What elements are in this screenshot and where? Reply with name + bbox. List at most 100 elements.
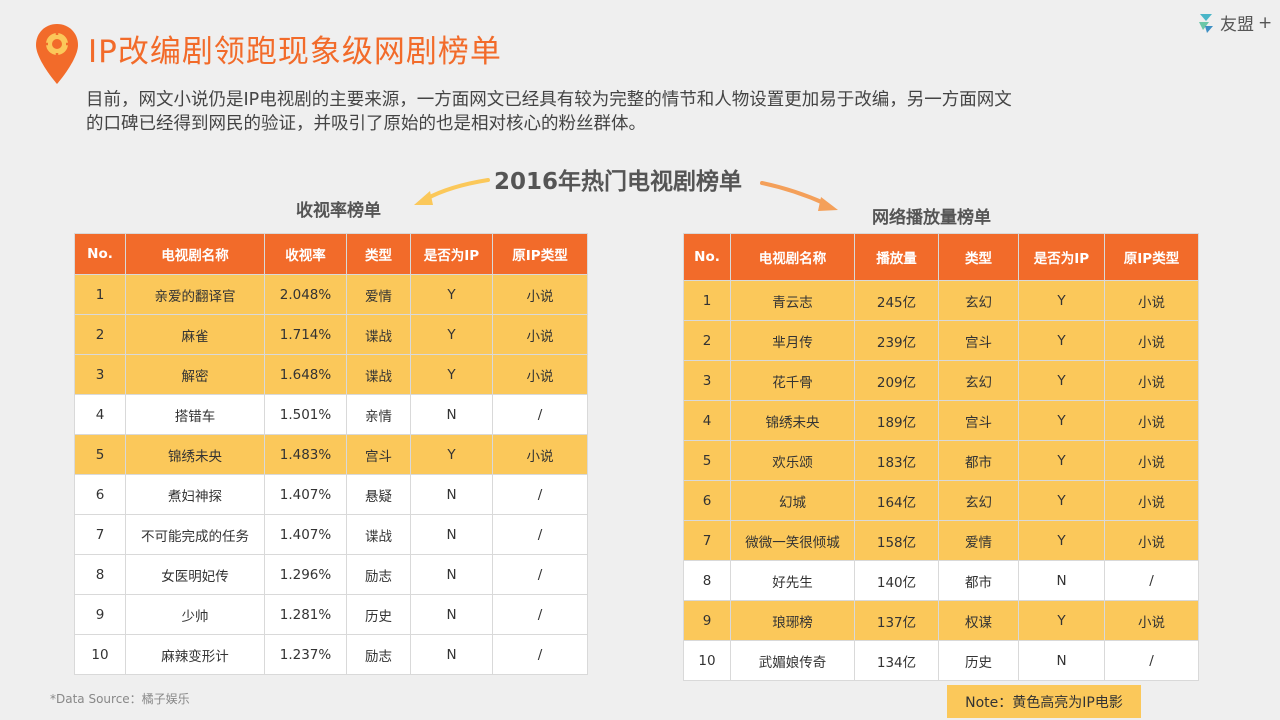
arrow-right-icon [760, 181, 838, 211]
cell-genre: 都市 [938, 440, 1019, 481]
cell-value: 189亿 [854, 400, 939, 441]
cell-value: 1.648% [264, 354, 347, 395]
cell-rank: 6 [683, 480, 731, 521]
cell-value: 158亿 [854, 520, 939, 561]
cell-ip-type: 小说 [1104, 400, 1199, 441]
cell-title: 煮妇神探 [125, 474, 265, 515]
cell-ip-type: / [492, 634, 588, 675]
cell-genre: 历史 [346, 594, 411, 635]
cell-genre: 悬疑 [346, 474, 411, 515]
cell-is-ip: N [410, 474, 493, 515]
cell-genre: 都市 [938, 560, 1019, 601]
cell-ip-type: / [1104, 640, 1199, 681]
cell-genre: 励志 [346, 634, 411, 675]
cell-rank: 8 [683, 560, 731, 601]
cell-rank: 2 [74, 314, 126, 355]
cell-ip-type: / [1104, 560, 1199, 601]
views-table: No. 电视剧名称 播放量 类型 是否为IP 原IP类型 1 青云志 245亿 玄幻 Y… [683, 233, 1199, 681]
cell-title: 解密 [125, 354, 265, 395]
cell-rank: 8 [74, 554, 126, 595]
cell-value: 137亿 [854, 600, 939, 641]
cell-rank: 1 [683, 280, 731, 321]
cell-ip-type: / [492, 554, 588, 595]
cell-rank: 3 [683, 360, 731, 401]
table-row: 3 花千骨 209亿 玄幻 Y 小说 [683, 360, 1199, 401]
col-header: 是否为IP [1018, 233, 1105, 281]
cell-rank: 9 [683, 600, 731, 641]
cell-is-ip: N [410, 634, 493, 675]
cell-ip-type: 小说 [1104, 440, 1199, 481]
cell-value: 1.501% [264, 394, 347, 435]
cell-value: 245亿 [854, 280, 939, 321]
cell-is-ip: Y [1018, 280, 1105, 321]
table-row: 1 青云志 245亿 玄幻 Y 小说 [683, 280, 1199, 321]
col-header: 电视剧名称 [730, 233, 855, 281]
col-header: 收视率 [264, 233, 347, 275]
cell-ip-type: / [492, 474, 588, 515]
page-title: IP改编剧领跑现象级网剧榜单 [88, 34, 502, 70]
cell-is-ip: N [410, 514, 493, 555]
table-row: 7 不可能完成的任务 1.407% 谍战 N / [74, 514, 588, 555]
cell-genre: 谍战 [346, 354, 411, 395]
cell-rank: 1 [74, 274, 126, 315]
umeng-logo-icon [1199, 13, 1213, 33]
cell-genre: 谍战 [346, 314, 411, 355]
table-row: 5 锦绣未央 1.483% 宫斗 Y 小说 [74, 434, 588, 475]
table-row: 10 麻辣变形计 1.237% 励志 N / [74, 634, 588, 675]
left-table-title: 收视率榜单 [296, 201, 381, 221]
cell-genre: 爱情 [346, 274, 411, 315]
cell-value: 209亿 [854, 360, 939, 401]
cell-ip-type: / [492, 594, 588, 635]
table-row: 1 亲爱的翻译官 2.048% 爱情 Y 小说 [74, 274, 588, 315]
cell-title: 欢乐颂 [730, 440, 855, 481]
cell-is-ip: Y [1018, 320, 1105, 361]
cell-title: 微微一笑很倾城 [730, 520, 855, 561]
cell-is-ip: N [1018, 640, 1105, 681]
col-header: 播放量 [854, 233, 939, 281]
cell-is-ip: Y [410, 434, 493, 475]
ratings-table: No. 电视剧名称 收视率 类型 是否为IP 原IP类型 1 亲爱的翻译官 2.04… [74, 233, 588, 675]
cell-rank: 6 [74, 474, 126, 515]
cell-is-ip: N [410, 394, 493, 435]
table-row: 8 好先生 140亿 都市 N / [683, 560, 1199, 601]
cell-is-ip: Y [410, 354, 493, 395]
table-row: 9 少帅 1.281% 历史 N / [74, 594, 588, 635]
brand-logo: 友盟 + [1196, 10, 1272, 35]
cell-is-ip: Y [1018, 600, 1105, 641]
cell-title: 亲爱的翻译官 [125, 274, 265, 315]
cell-title: 武媚娘传奇 [730, 640, 855, 681]
cell-genre: 宫斗 [938, 400, 1019, 441]
cell-value: 1.407% [264, 514, 347, 555]
cell-genre: 谍战 [346, 514, 411, 555]
cell-is-ip: Y [1018, 480, 1105, 521]
cell-title: 少帅 [125, 594, 265, 635]
cell-rank: 9 [74, 594, 126, 635]
cell-ip-type: 小说 [1104, 360, 1199, 401]
intro-paragraph: 目前，网文小说仍是IP电视剧的主要来源，一方面网文已经具有较为完整的情节和人物设… [86, 88, 1236, 136]
col-header: 是否为IP [410, 233, 493, 275]
cell-ip-type: 小说 [1104, 280, 1199, 321]
cell-value: 1.407% [264, 474, 347, 515]
cell-ip-type: / [492, 394, 588, 435]
right-table-title: 网络播放量榜单 [872, 208, 991, 228]
table-row: 3 解密 1.648% 谍战 Y 小说 [74, 354, 588, 395]
cell-rank: 4 [74, 394, 126, 435]
cell-is-ip: N [410, 554, 493, 595]
cell-is-ip: Y [1018, 360, 1105, 401]
chart-heading: 2016年热门电视剧榜单 [494, 169, 743, 195]
col-header: No. [74, 233, 126, 275]
cell-genre: 宫斗 [346, 434, 411, 475]
table-row: 9 琅琊榜 137亿 权谋 Y 小说 [683, 600, 1199, 641]
table-row: 4 搭错车 1.501% 亲情 N / [74, 394, 588, 435]
col-header: 原IP类型 [1104, 233, 1199, 281]
table-row: 6 煮妇神探 1.407% 悬疑 N / [74, 474, 588, 515]
cell-rank: 2 [683, 320, 731, 361]
cell-genre: 励志 [346, 554, 411, 595]
cell-title: 好先生 [730, 560, 855, 601]
cell-title: 花千骨 [730, 360, 855, 401]
cell-value: 1.281% [264, 594, 347, 635]
cell-is-ip: Y [1018, 400, 1105, 441]
cell-ip-type: 小说 [1104, 320, 1199, 361]
table-row: 10 武媚娘传奇 134亿 历史 N / [683, 640, 1199, 681]
cell-value: 2.048% [264, 274, 347, 315]
